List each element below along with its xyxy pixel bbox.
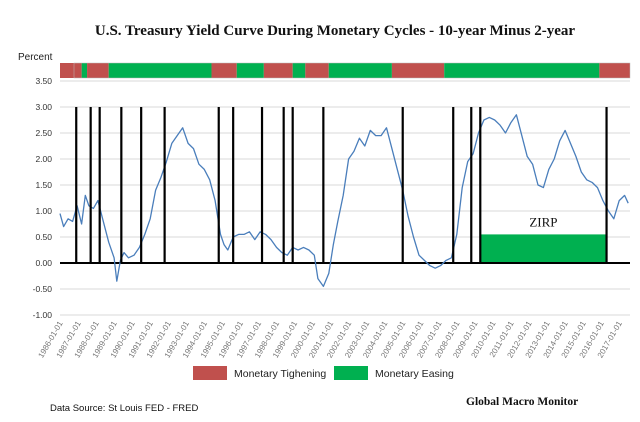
zirp-zone: ZIRP	[480, 214, 607, 263]
grid-lines	[60, 80, 630, 316]
y-tick-label: 1.50	[35, 180, 52, 190]
regime-segment-easing	[236, 63, 264, 78]
regime-segment-easing	[292, 63, 306, 78]
legend-label-tightening: Monetary Tighening	[234, 368, 326, 380]
legend: Monetary Tighening Monetary Easing	[193, 366, 454, 380]
zirp-block	[480, 234, 607, 263]
regime-segment-tightening	[60, 63, 82, 78]
y-tick-label: 0.00	[35, 258, 52, 268]
zirp-label: ZIRP	[529, 214, 557, 229]
x-tick-labels: 1986-01-011987-01-011988-01-011989-01-01…	[36, 319, 624, 359]
regime-segment-tightening	[391, 63, 445, 78]
regime-segment-easing	[444, 63, 600, 78]
y-tick-label: -0.50	[33, 284, 53, 294]
regime-segment-easing	[81, 63, 88, 78]
legend-label-easing: Monetary Easing	[375, 368, 454, 380]
cycle-lines	[75, 107, 608, 263]
regime-bar	[60, 62, 631, 79]
y-tick-label: -1.00	[33, 310, 53, 320]
regime-segment-easing	[108, 63, 212, 78]
y-tick-label: 2.00	[35, 154, 52, 164]
y-tick-label: 2.50	[35, 128, 52, 138]
data-source-note: Data Source: St Louis FED - FRED	[50, 403, 198, 414]
regime-segment-easing	[328, 63, 392, 78]
regime-segment-tightening	[87, 63, 109, 78]
y-tick-label: 0.50	[35, 232, 52, 242]
regime-segment-tightening	[211, 63, 237, 78]
regime-bar-frame	[73, 62, 631, 79]
y-tick-labels: -1.00 -0.50 0.00 0.50 1.00 1.50 2.00 2.50 3.00 3.…	[33, 76, 53, 320]
legend-swatch-easing	[334, 366, 368, 380]
y-tick-label: 3.00	[35, 102, 52, 112]
regime-segment-tightening	[599, 63, 630, 78]
y-tick-label: 3.50	[35, 76, 52, 86]
y-tick-label: 1.00	[35, 206, 52, 216]
regime-segment-tightening	[305, 63, 329, 78]
chart-title: U.S. Treasury Yield Curve During Monetar…	[95, 23, 576, 39]
brand-label: Global Macro Monitor	[466, 396, 578, 408]
regime-segment-tightening	[263, 63, 293, 78]
legend-swatch-tightening	[193, 366, 227, 380]
y-axis-unit-label: Percent	[18, 52, 53, 63]
